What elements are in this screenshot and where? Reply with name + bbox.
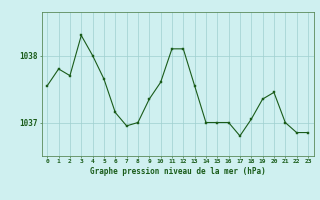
X-axis label: Graphe pression niveau de la mer (hPa): Graphe pression niveau de la mer (hPa)	[90, 167, 266, 176]
